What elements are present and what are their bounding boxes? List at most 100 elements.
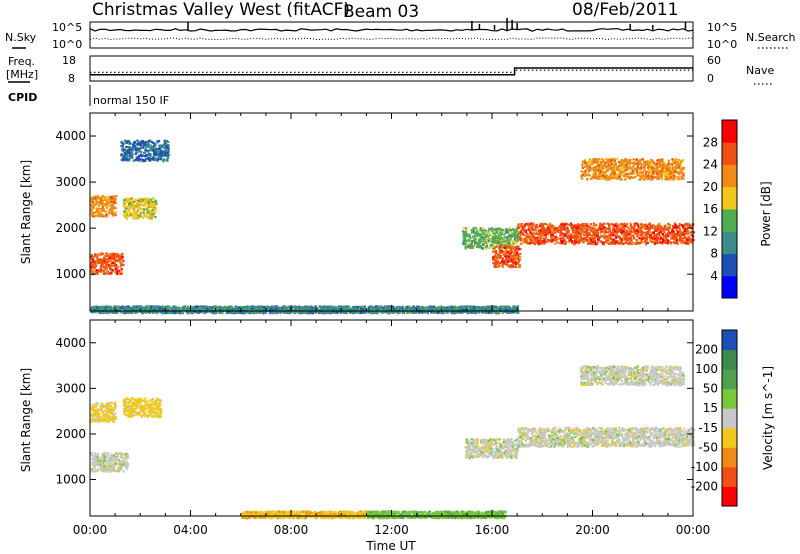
data-cell <box>104 266 107 269</box>
data-cell <box>504 248 507 251</box>
data-cell <box>101 209 105 212</box>
data-cell <box>132 305 135 308</box>
data-cell <box>617 235 620 238</box>
data-cell <box>141 159 144 162</box>
data-cell <box>131 153 134 156</box>
data-cell <box>648 222 651 225</box>
data-cell <box>692 231 695 234</box>
data-cell <box>624 168 627 171</box>
data-cell <box>588 174 591 177</box>
data-cell <box>635 239 638 242</box>
data-cell <box>577 224 580 227</box>
data-cell <box>140 202 143 205</box>
data-cell <box>563 239 566 242</box>
data-cell <box>633 228 636 232</box>
data-cell <box>589 164 592 167</box>
data-cell <box>651 225 654 228</box>
data-cell <box>140 198 143 201</box>
data-cell <box>680 241 683 244</box>
data-cell <box>538 224 541 227</box>
data-cell <box>556 229 559 232</box>
data-cell <box>100 214 103 217</box>
data-cell <box>619 167 623 170</box>
data-cell <box>659 159 662 162</box>
data-cell <box>492 234 495 237</box>
data-cell <box>674 170 677 174</box>
data-cell <box>562 238 565 241</box>
data-cell <box>112 263 115 266</box>
data-cell <box>93 267 96 270</box>
data-cell <box>632 164 635 167</box>
data-cell <box>545 241 548 244</box>
data-cell <box>584 236 588 239</box>
data-cell <box>654 229 657 232</box>
data-cell <box>92 212 95 215</box>
data-cell <box>510 233 513 236</box>
data-cell <box>237 311 240 314</box>
data-cell <box>147 201 150 204</box>
data-cell <box>672 172 675 175</box>
data-cell <box>573 225 576 229</box>
data-cell <box>231 306 234 309</box>
data-cell <box>636 174 639 177</box>
data-cell <box>615 222 618 225</box>
data-cell <box>468 246 471 249</box>
data-cell <box>684 240 687 244</box>
data-cell <box>586 168 590 171</box>
data-cell <box>143 151 146 154</box>
data-cell <box>134 148 137 151</box>
data-cell <box>148 140 151 143</box>
data-cell <box>561 242 564 245</box>
data-cell <box>517 260 520 263</box>
data-cell <box>464 241 467 244</box>
data-cell <box>165 159 168 162</box>
data-cell <box>531 229 534 232</box>
data-cell <box>637 231 640 234</box>
data-cell <box>112 199 115 202</box>
data-cell <box>686 240 689 243</box>
data-cell <box>144 148 147 151</box>
data-cell <box>542 231 545 234</box>
data-cell <box>629 224 632 227</box>
data-cell <box>148 213 151 216</box>
data-cell <box>95 211 98 214</box>
data-cell <box>518 258 521 262</box>
data-cell <box>532 235 535 238</box>
data-cell <box>495 240 498 243</box>
data-cell <box>643 166 646 170</box>
data-cell <box>146 216 149 219</box>
data-cell <box>105 267 108 270</box>
data-cell <box>580 227 583 230</box>
data-cell <box>90 213 93 216</box>
data-cell <box>598 167 601 170</box>
data-cell <box>661 232 664 236</box>
data-cell <box>645 243 648 246</box>
data-cell <box>593 168 596 171</box>
data-cell <box>596 238 600 241</box>
data-cell <box>293 312 296 315</box>
data-cell <box>640 223 643 226</box>
data-cell <box>590 177 593 180</box>
data-cell <box>140 201 143 204</box>
data-cell <box>106 198 109 202</box>
data-cell <box>604 173 607 176</box>
data-cell <box>594 231 597 235</box>
data-cell <box>592 174 595 177</box>
data-cell <box>559 237 562 240</box>
data-cell <box>129 212 132 215</box>
data-cell <box>523 237 526 241</box>
data-cell <box>108 254 111 258</box>
data-cell <box>113 212 116 215</box>
data-cell <box>524 239 527 242</box>
data-cell <box>96 214 99 217</box>
data-cell <box>95 269 98 272</box>
data-cell <box>97 204 101 207</box>
data-cell <box>147 202 150 205</box>
data-cell <box>163 147 166 150</box>
data-cell <box>131 200 134 203</box>
data-cell <box>482 237 485 241</box>
data-cell <box>506 249 509 253</box>
data-cell <box>639 176 642 179</box>
data-cell <box>636 160 639 163</box>
data-cell <box>101 306 105 309</box>
